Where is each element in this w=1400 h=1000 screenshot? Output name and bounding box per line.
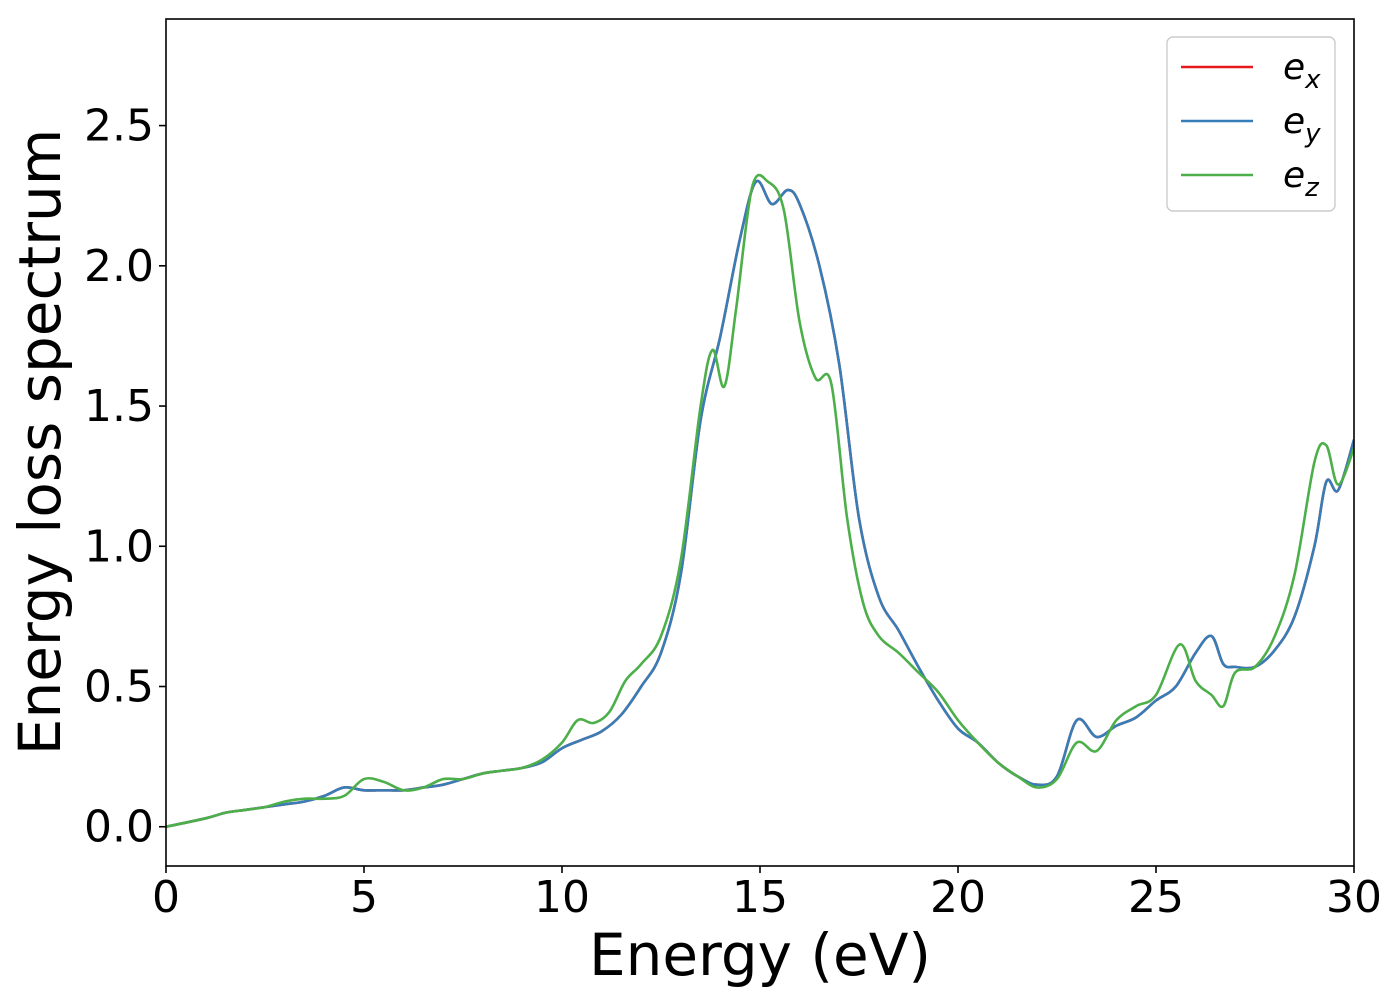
y-axis-ticks: 0.0 0.5 1.0 1.5 2.0 2.5 [84, 101, 166, 853]
legend-label-x: ex [1283, 47, 1321, 95]
series-line-z [166, 173, 1354, 829]
plot-area [166, 173, 1354, 829]
y-tick-label: 2.0 [84, 241, 154, 292]
x-axis-ticks: 0 5 10 15 20 25 30 [152, 866, 1382, 923]
legend: ex ey ez [1166, 36, 1336, 212]
y-tick-label: 2.5 [84, 101, 154, 152]
legend-box [1166, 36, 1336, 212]
x-tick-label: 25 [1128, 872, 1184, 923]
y-tick-label: 1.0 [84, 521, 154, 572]
y-tick-label: 0.5 [84, 662, 154, 713]
x-tick-label: 5 [350, 872, 378, 923]
series-line-y [166, 179, 1354, 829]
x-tick-label: 10 [534, 872, 590, 923]
x-axis-label: Energy (eV) [589, 921, 931, 989]
x-tick-label: 20 [930, 872, 986, 923]
series-line-x [166, 179, 1354, 829]
x-tick-label: 30 [1326, 872, 1382, 923]
legend-label-y: ey [1283, 101, 1321, 149]
y-tick-label: 1.5 [84, 381, 154, 432]
y-axis-label: Energy loss spectrum [6, 129, 74, 755]
x-tick-label: 0 [152, 872, 180, 923]
x-tick-label: 15 [732, 872, 788, 923]
legend-label-z: ez [1283, 155, 1320, 203]
y-tick-label: 0.0 [84, 802, 154, 853]
